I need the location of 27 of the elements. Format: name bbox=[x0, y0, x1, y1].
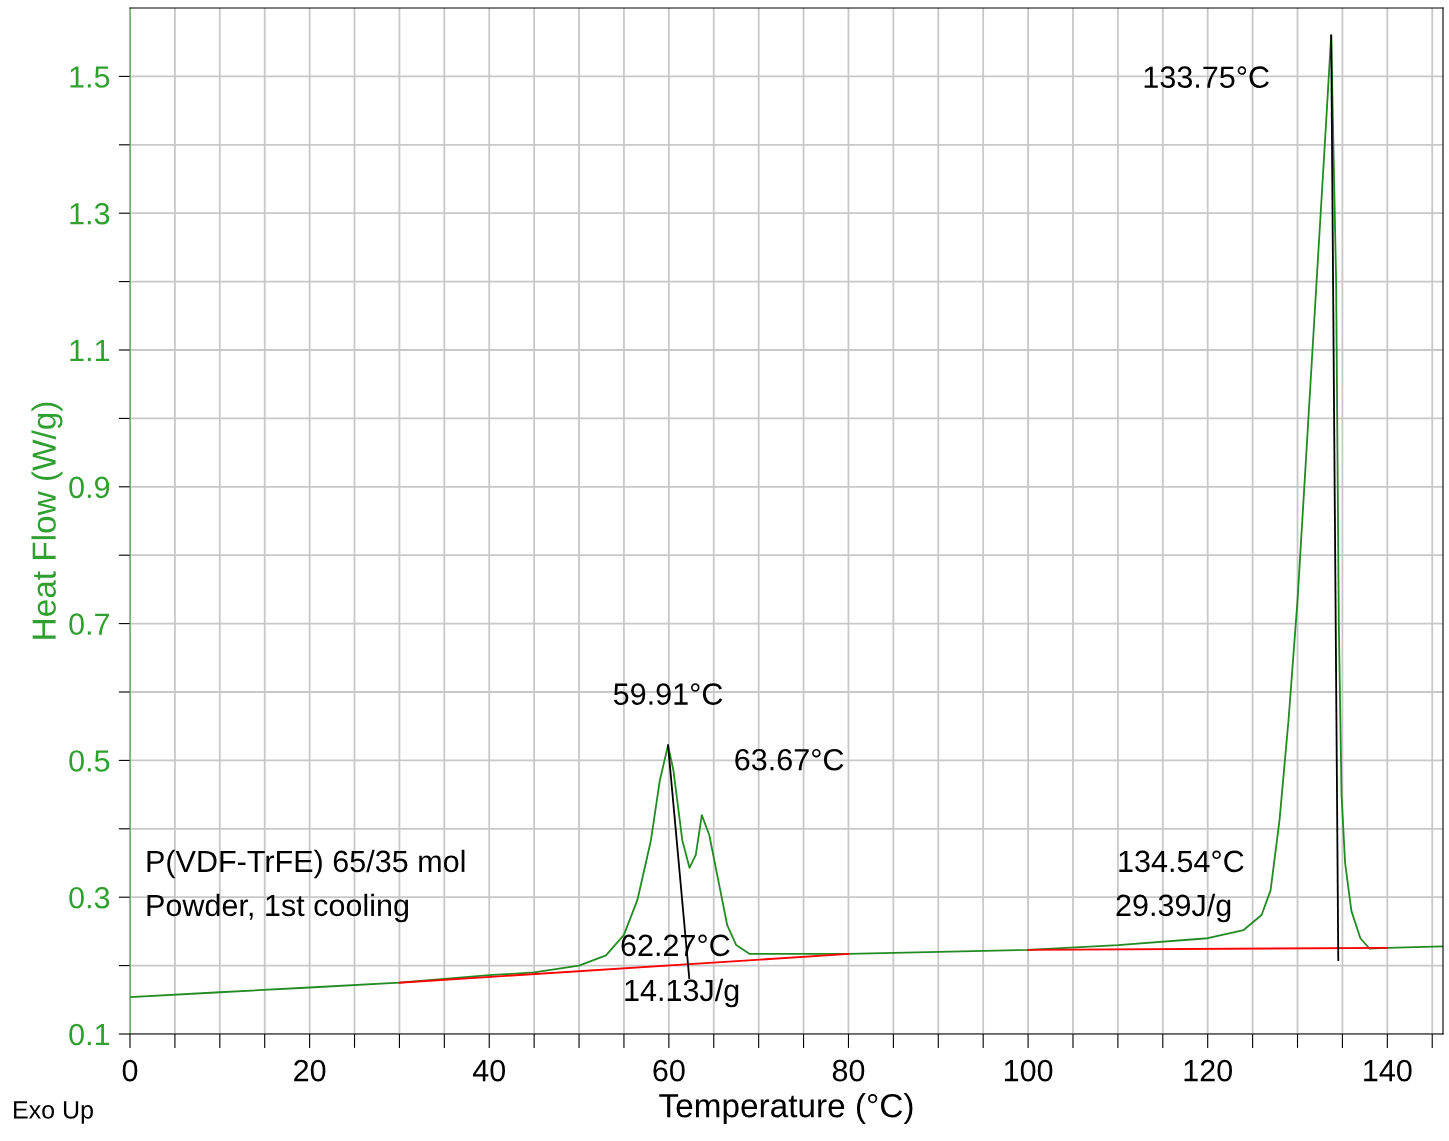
x-tick-label: 80 bbox=[832, 1059, 865, 1082]
annotation: P(VDF-TrFE) 65/35 mol bbox=[147, 849, 465, 879]
y-tick-label: 0.1 bbox=[69, 1023, 110, 1046]
y-tick-label: 1.5 bbox=[70, 66, 110, 88]
annotation: 133.75°C bbox=[1144, 66, 1269, 89]
annotation: Powder, 1st cooling bbox=[147, 893, 409, 923]
x-tick-label: 0 bbox=[122, 1059, 138, 1082]
y-tick-label: 0.5 bbox=[69, 750, 110, 772]
text: Exo Up bbox=[14, 1101, 93, 1124]
x-tick-label: 60 bbox=[653, 1059, 685, 1082]
x-tick-label: 100 bbox=[1004, 1059, 1053, 1082]
x-axis-title: Temperature (°C) bbox=[659, 1093, 913, 1125]
x-tick-label: 140 bbox=[1364, 1059, 1412, 1082]
annotation: 59.91°C bbox=[613, 683, 723, 705]
y-axis-title: Heat Flow (W/g) bbox=[31, 402, 63, 639]
annotation: 14.13J/g bbox=[625, 978, 739, 1008]
annotation: 63.67°C bbox=[735, 748, 844, 771]
y-tick-label: 1.3 bbox=[70, 202, 110, 225]
y-tick-label: 0.7 bbox=[69, 613, 110, 635]
y-tick-label: 1.1 bbox=[70, 340, 110, 362]
annotation: 134.54°C bbox=[1119, 850, 1244, 873]
annotation: 29.39J/g bbox=[1116, 893, 1231, 923]
y-tick-label: 0.9 bbox=[69, 476, 110, 499]
y-tick-label: 0.3 bbox=[69, 886, 110, 909]
x-tick-label: 20 bbox=[294, 1059, 326, 1082]
x-tick-label: 40 bbox=[472, 1059, 506, 1082]
x-tick-label: 120 bbox=[1184, 1059, 1232, 1082]
